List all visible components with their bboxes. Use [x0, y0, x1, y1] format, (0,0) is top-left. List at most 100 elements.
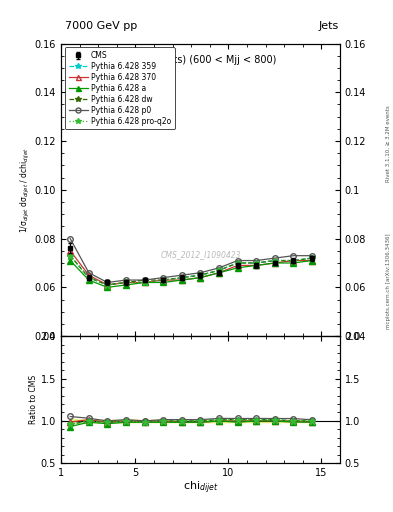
Pythia 6.428 dw: [272, 258, 277, 264]
Pythia 6.428 a: [291, 260, 296, 266]
Pythia 6.428 a: [180, 277, 184, 283]
Pythia 6.428 pro-q2o: [86, 274, 91, 281]
Pythia 6.428 dw: [235, 260, 240, 266]
Pythia 6.428 p0: [310, 252, 314, 259]
Pythia 6.428 359: [291, 258, 296, 264]
Pythia 6.428 dw: [217, 267, 221, 273]
Pythia 6.428 359: [86, 274, 91, 281]
Pythia 6.428 dw: [161, 277, 165, 283]
Pythia 6.428 359: [310, 255, 314, 261]
Text: CMS_2012_I1090423: CMS_2012_I1090423: [160, 250, 241, 259]
Pythia 6.428 a: [310, 258, 314, 264]
Pythia 6.428 359: [217, 267, 221, 273]
Pythia 6.428 p0: [105, 280, 110, 286]
Pythia 6.428 pro-q2o: [310, 255, 314, 261]
Text: Rivet 3.1.10, ≥ 3.2M events: Rivet 3.1.10, ≥ 3.2M events: [386, 105, 391, 182]
Line: Pythia 6.428 dw: Pythia 6.428 dw: [67, 252, 315, 288]
Text: χ (jets) (600 < Mjj < 800): χ (jets) (600 < Mjj < 800): [152, 55, 277, 65]
Pythia 6.428 a: [254, 262, 259, 268]
Pythia 6.428 pro-q2o: [142, 280, 147, 286]
Pythia 6.428 370: [161, 277, 165, 283]
Pythia 6.428 370: [254, 262, 259, 268]
Pythia 6.428 370: [235, 262, 240, 268]
Pythia 6.428 359: [142, 280, 147, 286]
Pythia 6.428 pro-q2o: [272, 258, 277, 264]
Pythia 6.428 a: [124, 282, 129, 288]
Legend: CMS, Pythia 6.428 359, Pythia 6.428 370, Pythia 6.428 a, Pythia 6.428 dw, Pythia: CMS, Pythia 6.428 359, Pythia 6.428 370,…: [65, 47, 175, 130]
Pythia 6.428 370: [68, 248, 73, 254]
Pythia 6.428 359: [161, 277, 165, 283]
Pythia 6.428 dw: [124, 280, 129, 286]
Pythia 6.428 a: [105, 284, 110, 290]
Pythia 6.428 dw: [310, 255, 314, 261]
Pythia 6.428 pro-q2o: [180, 274, 184, 281]
Pythia 6.428 359: [68, 252, 73, 259]
Line: Pythia 6.428 a: Pythia 6.428 a: [68, 258, 315, 290]
Pythia 6.428 a: [161, 280, 165, 286]
Pythia 6.428 370: [217, 270, 221, 276]
Pythia 6.428 p0: [291, 252, 296, 259]
Pythia 6.428 a: [68, 258, 73, 264]
Pythia 6.428 359: [254, 260, 259, 266]
Y-axis label: Ratio to CMS: Ratio to CMS: [29, 375, 38, 424]
Pythia 6.428 370: [198, 274, 203, 281]
Line: Pythia 6.428 359: Pythia 6.428 359: [67, 252, 315, 288]
Pythia 6.428 370: [180, 277, 184, 283]
Pythia 6.428 p0: [142, 277, 147, 283]
Pythia 6.428 dw: [198, 272, 203, 278]
Pythia 6.428 p0: [235, 258, 240, 264]
Pythia 6.428 370: [86, 272, 91, 278]
Pythia 6.428 pro-q2o: [254, 260, 259, 266]
Pythia 6.428 p0: [217, 265, 221, 271]
Pythia 6.428 p0: [161, 274, 165, 281]
Pythia 6.428 dw: [180, 274, 184, 281]
X-axis label: chi$_{dijet}$: chi$_{dijet}$: [183, 480, 218, 496]
Pythia 6.428 dw: [68, 252, 73, 259]
Line: Pythia 6.428 p0: Pythia 6.428 p0: [68, 236, 315, 285]
Pythia 6.428 dw: [291, 258, 296, 264]
Pythia 6.428 pro-q2o: [217, 267, 221, 273]
Pythia 6.428 dw: [142, 277, 147, 283]
Pythia 6.428 dw: [254, 260, 259, 266]
Pythia 6.428 pro-q2o: [291, 258, 296, 264]
Line: Pythia 6.428 pro-q2o: Pythia 6.428 pro-q2o: [67, 252, 315, 288]
Pythia 6.428 pro-q2o: [105, 282, 110, 288]
Pythia 6.428 370: [310, 258, 314, 264]
Pythia 6.428 p0: [124, 277, 129, 283]
Pythia 6.428 p0: [198, 270, 203, 276]
Pythia 6.428 370: [272, 260, 277, 266]
Pythia 6.428 a: [198, 274, 203, 281]
Pythia 6.428 359: [272, 258, 277, 264]
Pythia 6.428 dw: [105, 282, 110, 288]
Pythia 6.428 p0: [86, 270, 91, 276]
Text: 7000 GeV pp: 7000 GeV pp: [65, 20, 137, 31]
Pythia 6.428 p0: [254, 258, 259, 264]
Pythia 6.428 359: [124, 280, 129, 286]
Pythia 6.428 pro-q2o: [235, 260, 240, 266]
Text: Jets: Jets: [318, 20, 339, 31]
Pythia 6.428 359: [198, 272, 203, 278]
Pythia 6.428 p0: [180, 272, 184, 278]
Pythia 6.428 pro-q2o: [68, 252, 73, 259]
Pythia 6.428 pro-q2o: [161, 277, 165, 283]
Pythia 6.428 pro-q2o: [198, 272, 203, 278]
Pythia 6.428 a: [272, 260, 277, 266]
Pythia 6.428 p0: [272, 255, 277, 261]
Pythia 6.428 dw: [86, 274, 91, 281]
Pythia 6.428 370: [291, 258, 296, 264]
Y-axis label: 1/σ$_{dijet}$ dσ$_{dijet}$ / dchi$_{dijet}$: 1/σ$_{dijet}$ dσ$_{dijet}$ / dchi$_{dije…: [19, 147, 32, 233]
Pythia 6.428 a: [217, 270, 221, 276]
Pythia 6.428 359: [235, 260, 240, 266]
Pythia 6.428 370: [105, 282, 110, 288]
Pythia 6.428 370: [142, 280, 147, 286]
Pythia 6.428 359: [180, 274, 184, 281]
Text: mcplots.cern.ch [arXiv:1306.3436]: mcplots.cern.ch [arXiv:1306.3436]: [386, 234, 391, 329]
Pythia 6.428 pro-q2o: [124, 280, 129, 286]
Pythia 6.428 a: [86, 277, 91, 283]
Pythia 6.428 359: [105, 282, 110, 288]
Pythia 6.428 a: [142, 280, 147, 286]
Pythia 6.428 370: [124, 280, 129, 286]
Pythia 6.428 a: [235, 265, 240, 271]
Pythia 6.428 p0: [68, 236, 73, 242]
Line: Pythia 6.428 370: Pythia 6.428 370: [68, 248, 315, 288]
